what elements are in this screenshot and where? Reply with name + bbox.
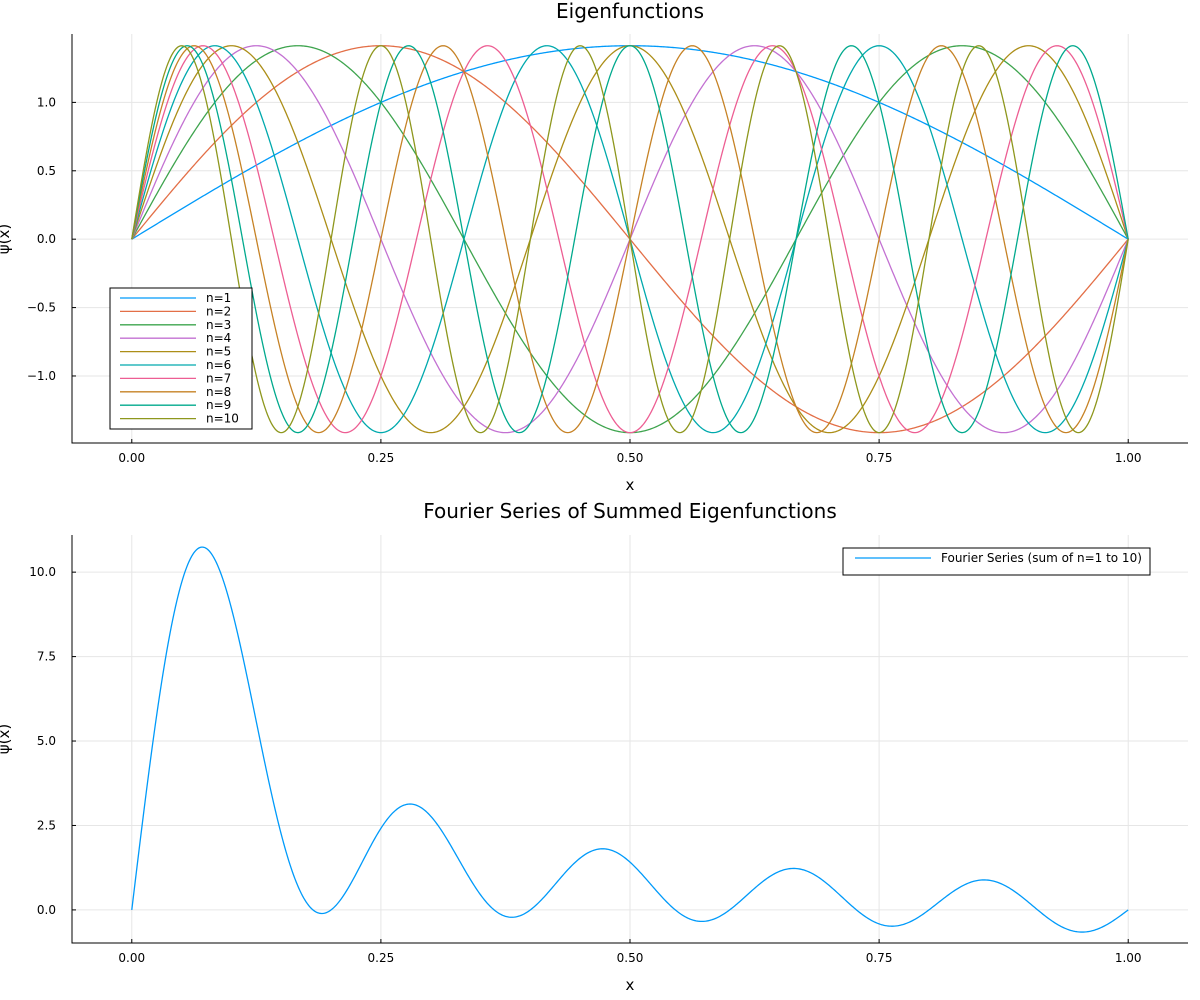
legend-label: n=9	[206, 398, 231, 412]
x-tick-label: 0.25	[368, 451, 395, 465]
series-line-fourier-series-sum-of-n-1-to-10-	[131, 546, 1129, 933]
series-line-n-7	[131, 45, 1129, 434]
y-tick-label: 2.5	[37, 818, 56, 832]
y-ticks: −1.0 −0.5 0.0 0.5 1.0	[27, 95, 76, 383]
legend-label: n=10	[206, 412, 239, 426]
legend-label: n=6	[206, 358, 231, 372]
fourier-series-chart: Fourier Series of Summed Eigenfunctions …	[0, 499, 1188, 994]
x-tick-label: 0.75	[866, 951, 893, 965]
y-axis-label: ψ(x)	[0, 224, 13, 254]
x-tick-label: 0.50	[617, 951, 644, 965]
series-line-n-10	[131, 45, 1129, 434]
legend-label: n=1	[206, 291, 231, 305]
x-tick-label: 0.50	[617, 451, 644, 465]
x-tick-label: 0.75	[866, 451, 893, 465]
x-tick-label: 1.00	[1115, 451, 1142, 465]
legend-label: Fourier Series (sum of n=1 to 10)	[941, 551, 1142, 565]
legend-box	[842, 547, 1151, 576]
plot-area	[131, 546, 1129, 933]
legend-label: n=8	[206, 385, 231, 399]
x-tick-label: 0.00	[118, 451, 145, 465]
legend-label: n=4	[206, 331, 231, 345]
x-tick-label: 0.25	[368, 951, 395, 965]
chart-title: Fourier Series of Summed Eigenfunctions	[423, 499, 837, 523]
x-tick-label: 0.00	[118, 951, 145, 965]
plot-area	[131, 45, 1129, 434]
legend-label: n=2	[206, 304, 231, 318]
grid	[72, 535, 1188, 943]
y-tick-label: 0.0	[37, 232, 56, 246]
legend-label: n=3	[206, 318, 231, 332]
y-ticks: 0.0 2.5 5.0 7.5 10.0	[29, 565, 76, 917]
axes-frame	[71, 535, 1188, 944]
legend: n=1n=2n=3n=4n=5n=6n=7n=8n=9n=10	[109, 287, 253, 430]
x-tick-label: 1.00	[1115, 951, 1142, 965]
x-ticks: 0.00 0.25 0.50 0.75 1.00	[118, 439, 1142, 465]
chart-title: Eigenfunctions	[556, 0, 704, 23]
legend: Fourier Series (sum of n=1 to 10)	[842, 547, 1151, 576]
y-tick-label: 0.5	[37, 164, 56, 178]
y-tick-label: 0.0	[37, 903, 56, 917]
y-tick-label: 10.0	[29, 565, 56, 579]
y-axis-label: ψ(x)	[0, 724, 13, 754]
eigenfunctions-chart: Eigenfunctions 0.00 0.25 0.50 0.75 1.00 −1.0…	[0, 0, 1188, 494]
series-line-n-9	[131, 45, 1129, 434]
x-ticks: 0.00 0.25 0.50 0.75 1.00	[118, 939, 1142, 965]
x-axis-label: x	[626, 476, 635, 494]
y-tick-label: 7.5	[37, 650, 56, 664]
y-tick-label: 1.0	[37, 95, 56, 109]
legend-label: n=7	[206, 371, 231, 385]
y-tick-label: 5.0	[37, 734, 56, 748]
y-tick-label: −1.0	[27, 369, 56, 383]
x-axis-label: x	[626, 976, 635, 994]
legend-label: n=5	[206, 345, 231, 359]
y-tick-label: −0.5	[27, 301, 56, 315]
